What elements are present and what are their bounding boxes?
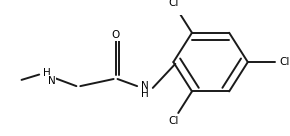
Text: H: H xyxy=(43,68,51,78)
Text: Cl: Cl xyxy=(168,0,179,8)
Text: N: N xyxy=(48,76,56,86)
Text: Cl: Cl xyxy=(280,57,290,67)
Text: O: O xyxy=(111,30,120,40)
Text: N: N xyxy=(141,81,149,91)
Text: Cl: Cl xyxy=(168,116,179,126)
Text: H: H xyxy=(141,89,149,99)
